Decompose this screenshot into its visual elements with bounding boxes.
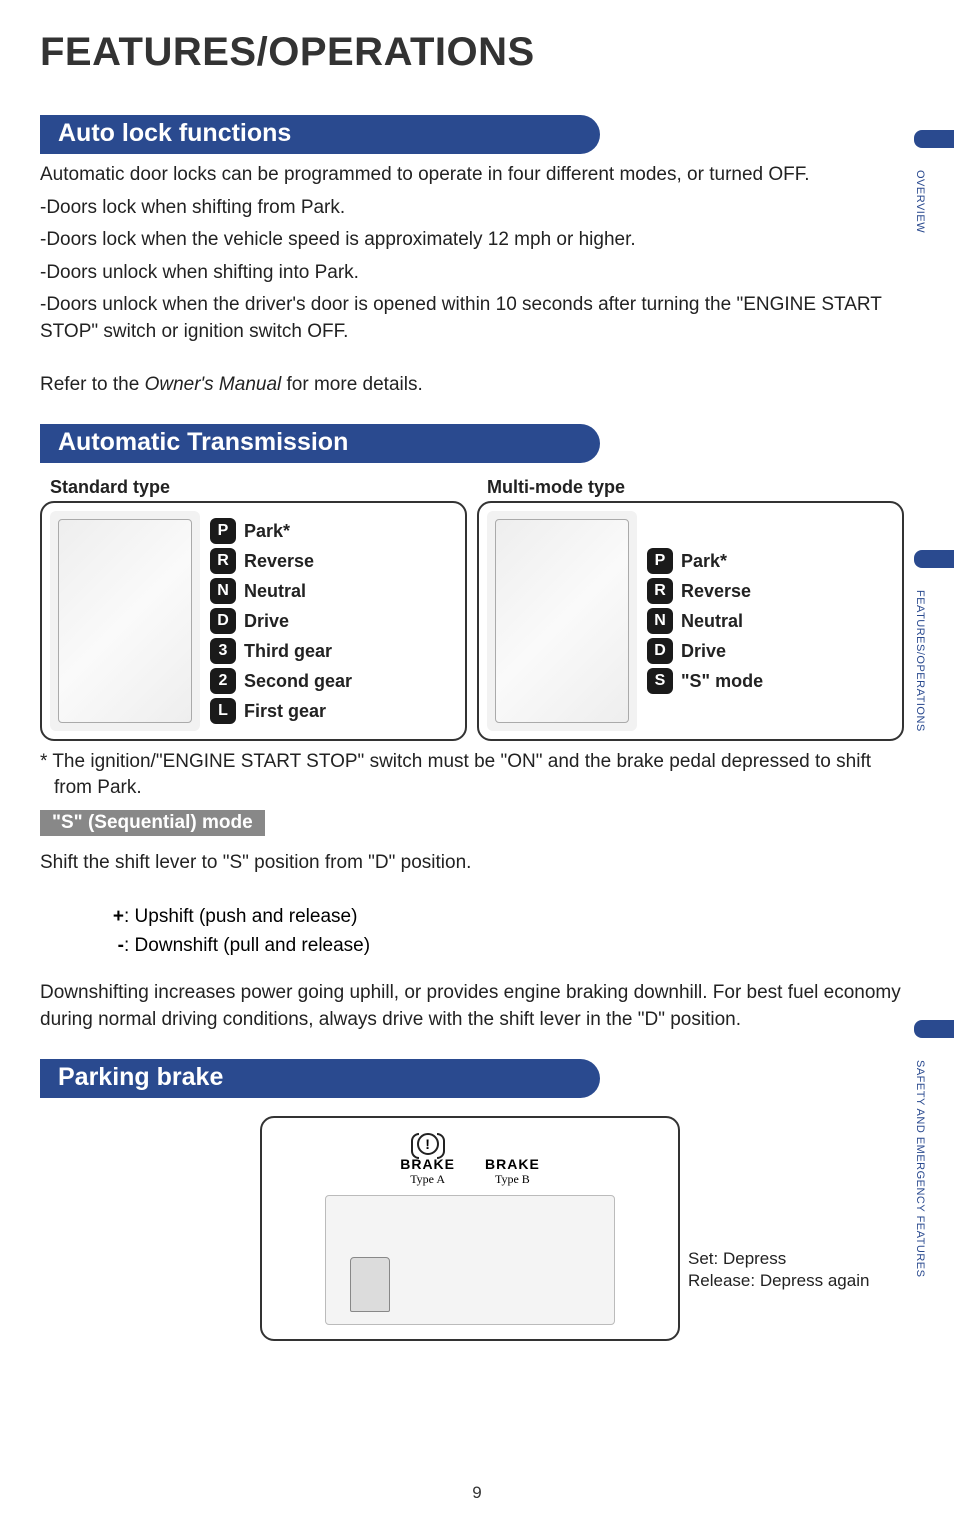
brake-type-a: ! BRAKE Type A xyxy=(400,1132,455,1187)
brake-warning-icon: ! xyxy=(417,1133,439,1155)
gear-label: Drive xyxy=(681,641,726,662)
auto-lock-item: -Doors lock when the vehicle speed is ap… xyxy=(40,227,904,254)
gear-label: Drive xyxy=(244,611,289,632)
side-tab-label: FEATURES/OPERATIONS xyxy=(914,590,926,732)
gear-label: Neutral xyxy=(681,611,743,632)
gear-badge: L xyxy=(210,698,236,724)
gear-row: D Drive xyxy=(647,638,894,664)
page-title: FEATURES/OPERATIONS xyxy=(40,30,904,75)
standard-shifter-illustration xyxy=(50,511,200,731)
gear-row: P Park* xyxy=(210,518,457,544)
section-header-parking-brake: Parking brake xyxy=(40,1059,600,1098)
side-tab-handle[interactable] xyxy=(914,130,954,148)
gear-row: D Drive xyxy=(210,608,457,634)
gear-badge: S xyxy=(647,668,673,694)
parking-brake-illustration xyxy=(325,1195,615,1325)
s-mode-downshift: -: Downshift (pull and release) xyxy=(40,932,904,961)
s-mode-instruction: Shift the shift lever to "S" position fr… xyxy=(40,850,904,877)
gear-row: 2 Second gear xyxy=(210,668,457,694)
gear-badge: 2 xyxy=(210,668,236,694)
side-tab-handle[interactable] xyxy=(914,1020,954,1038)
gear-row: L First gear xyxy=(210,698,457,724)
side-tab-label: OVERVIEW xyxy=(914,170,926,233)
gear-label: Third gear xyxy=(244,641,332,662)
standard-type-panel: Standard type PPark*RReverseNNeutralDDri… xyxy=(40,501,467,741)
gear-badge: N xyxy=(210,578,236,604)
side-tab-label: SAFETY AND EMERGENCY FEATURES xyxy=(914,1060,926,1277)
gear-badge: P xyxy=(210,518,236,544)
trans-footnote: * The ignition/"ENGINE START STOP" switc… xyxy=(40,749,904,800)
parking-brake-caption: Set: Depress Release: Depress again xyxy=(688,1248,908,1292)
gear-label: Second gear xyxy=(244,671,352,692)
gear-badge: R xyxy=(647,578,673,604)
gear-row: N Neutral xyxy=(647,608,894,634)
gear-label: First gear xyxy=(244,701,326,722)
gear-badge: P xyxy=(647,548,673,574)
gear-row: R Reverse xyxy=(210,548,457,574)
gear-badge: R xyxy=(210,548,236,574)
multi-mode-label: Multi-mode type xyxy=(487,477,625,498)
gear-badge: D xyxy=(647,638,673,664)
parking-brake-panel: ! BRAKE Type A BRAKE Type B Set: xyxy=(260,1116,680,1341)
brake-type-b: BRAKE Type B xyxy=(485,1132,540,1187)
s-mode-header: "S" (Sequential) mode xyxy=(40,810,265,836)
s-mode-note: Downshifting increases power going uphil… xyxy=(40,980,904,1033)
gear-row: S "S" mode xyxy=(647,668,894,694)
gear-label: Park* xyxy=(244,521,290,542)
gear-row: N Neutral xyxy=(210,578,457,604)
side-tab-handle[interactable] xyxy=(914,550,954,568)
gear-row: 3 Third gear xyxy=(210,638,457,664)
s-mode-upshift: +: Upshift (push and release) xyxy=(40,903,904,932)
auto-lock-refer: Refer to the Owner's Manual for more det… xyxy=(40,372,904,399)
auto-lock-intro: Automatic door locks can be programmed t… xyxy=(40,162,904,189)
auto-lock-item: -Doors unlock when the driver's door is … xyxy=(40,292,904,345)
multi-shifter-illustration xyxy=(487,511,637,731)
gear-badge: 3 xyxy=(210,638,236,664)
gear-badge: D xyxy=(210,608,236,634)
gear-label: Reverse xyxy=(681,581,751,602)
gear-row: P Park* xyxy=(647,548,894,574)
standard-type-label: Standard type xyxy=(50,477,170,498)
gear-row: R Reverse xyxy=(647,578,894,604)
section-header-auto-trans: Automatic Transmission xyxy=(40,424,600,463)
gear-badge: N xyxy=(647,608,673,634)
auto-lock-item: -Doors unlock when shifting into Park. xyxy=(40,260,904,287)
page-number: 9 xyxy=(472,1483,481,1503)
gear-label: Neutral xyxy=(244,581,306,602)
section-header-auto-lock: Auto lock functions xyxy=(40,115,600,154)
gear-label: Park* xyxy=(681,551,727,572)
gear-label: "S" mode xyxy=(681,671,763,692)
gear-label: Reverse xyxy=(244,551,314,572)
multi-mode-panel: Multi-mode type PPark*RReverseNNeutralDD… xyxy=(477,501,904,741)
auto-lock-item: -Doors lock when shifting from Park. xyxy=(40,195,904,222)
